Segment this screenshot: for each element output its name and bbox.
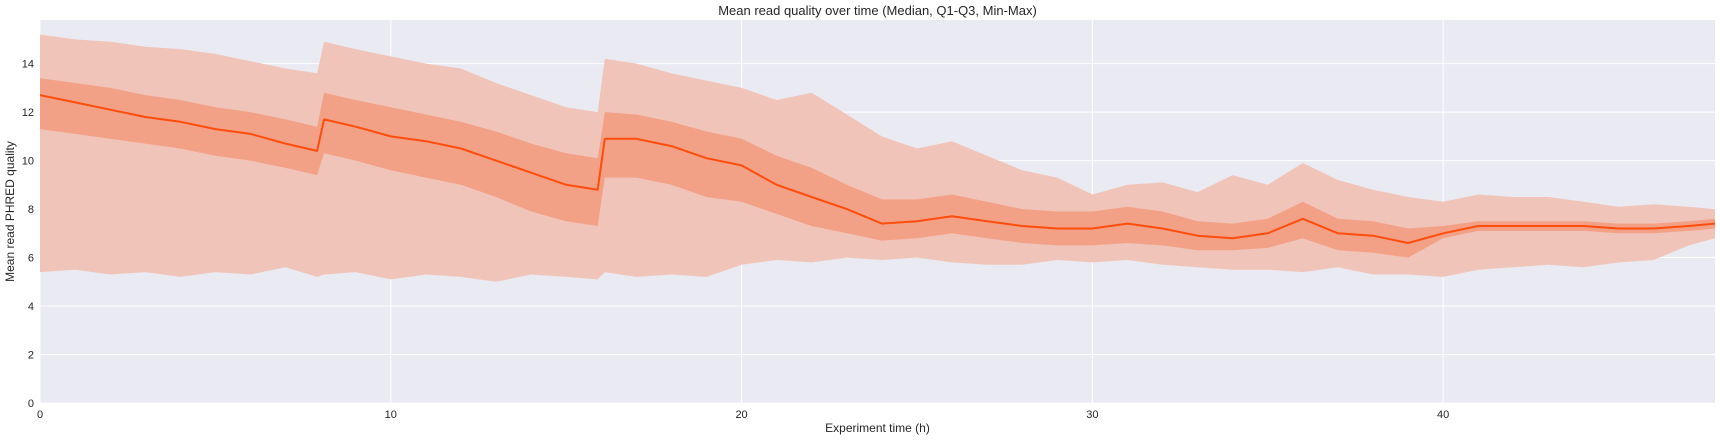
y-tick-label: 8 xyxy=(28,204,34,216)
y-tick-label: 14 xyxy=(22,59,34,71)
y-tick-label: 12 xyxy=(22,107,34,119)
x-tick-label: 10 xyxy=(385,409,397,421)
y-tick-label: 6 xyxy=(28,253,34,265)
y-tick-label: 4 xyxy=(28,301,34,313)
y-tick-label: 0 xyxy=(28,398,34,410)
y-tick-label: 2 xyxy=(28,350,34,362)
median-line xyxy=(39,94,1716,244)
x-axis-title: Experiment time (h) xyxy=(825,421,930,435)
x-tick-label: 0 xyxy=(37,409,43,421)
y-tick-label: 10 xyxy=(22,156,34,168)
y-axis-title: Mean read PHRED quality xyxy=(3,141,17,282)
chart-title: Mean read quality over time (Median, Q1-… xyxy=(718,3,1037,18)
q1-q3-band xyxy=(40,78,1715,258)
x-tick-label: 20 xyxy=(735,409,747,421)
x-tick-label: 40 xyxy=(1437,409,1449,421)
x-tick-label: 30 xyxy=(1086,409,1098,421)
